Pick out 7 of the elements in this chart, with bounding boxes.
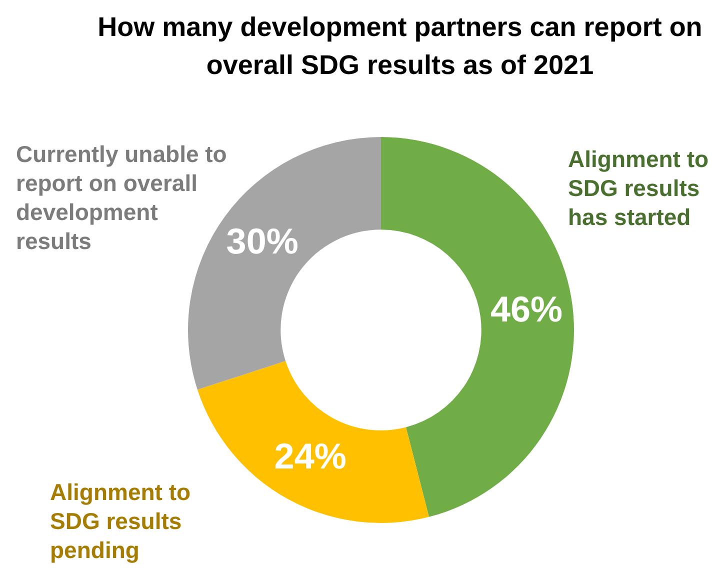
- data-label: 30%: [226, 220, 298, 262]
- slice-label: Alignment to SDG results pending: [50, 478, 192, 565]
- slice-label: Currently unable to report on overall development results: [16, 141, 227, 254]
- data-label: 24%: [274, 435, 346, 476]
- data-label: 46%: [490, 288, 563, 330]
- chart-title: How many development partners can report on overall SDG results as of 2021: [96, 11, 704, 82]
- slice-label: Alignment to SDG results has started: [568, 145, 710, 232]
